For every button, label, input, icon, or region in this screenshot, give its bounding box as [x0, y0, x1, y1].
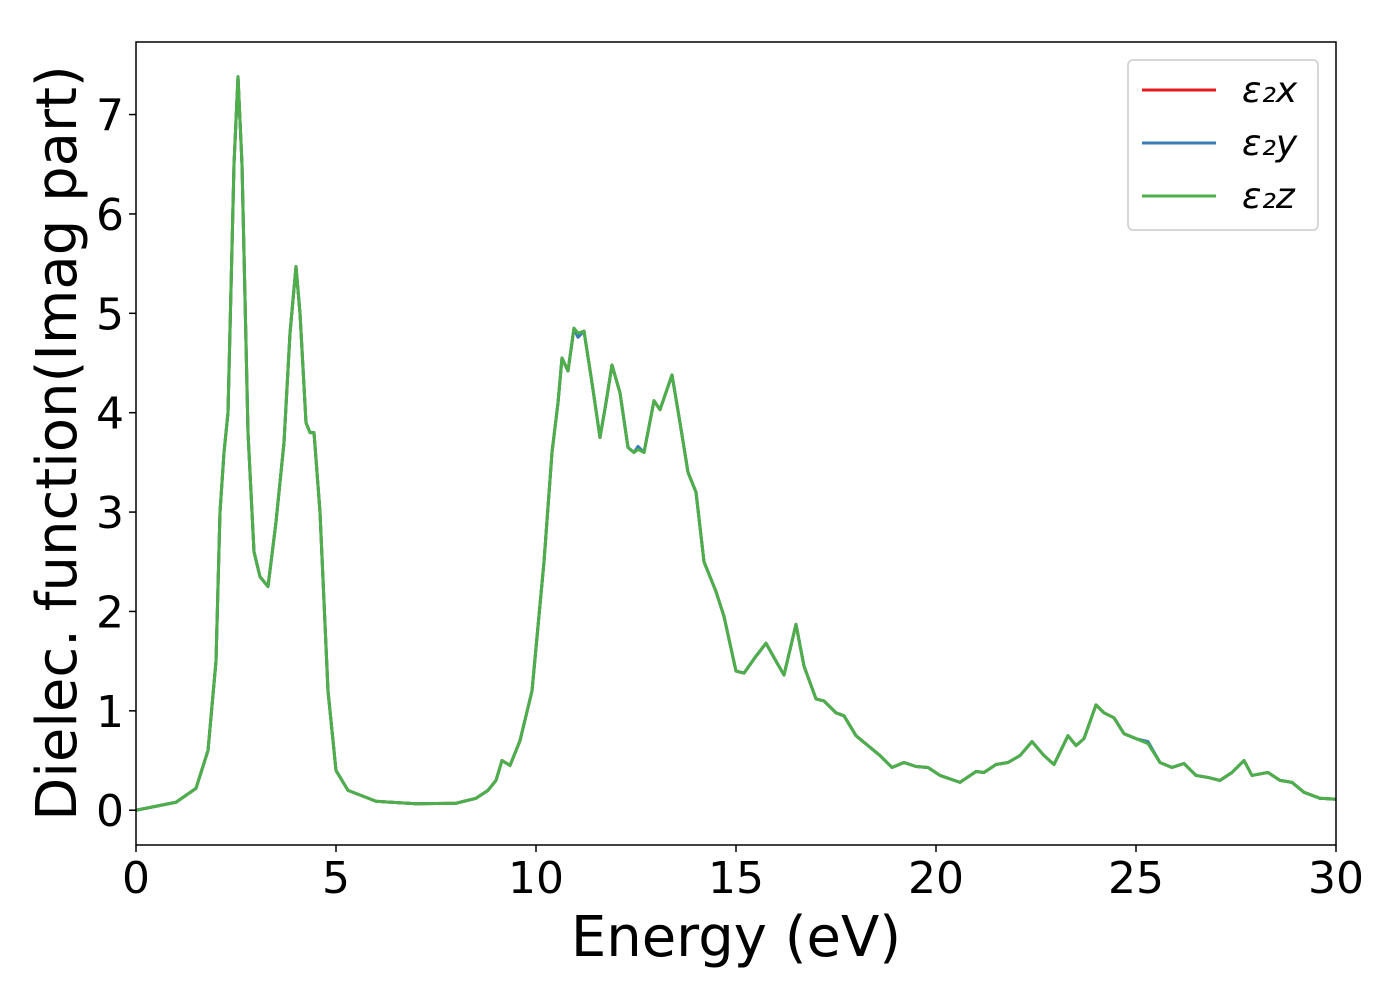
- x-tick-label: 20: [908, 853, 964, 904]
- series-line: [135, 75, 1337, 812]
- legend-label: ε₂x: [1242, 70, 1298, 111]
- x-tick-label: 30: [1308, 853, 1364, 904]
- x-tick-label: 10: [508, 853, 564, 904]
- y-tick-label: 7: [96, 91, 124, 142]
- y-tick-label: 6: [96, 190, 124, 241]
- y-axis-label: Dielec. function(Imag part): [25, 65, 90, 821]
- x-tick-label: 15: [708, 853, 764, 904]
- x-tick-label: 0: [122, 853, 150, 904]
- legend-box: [1127, 59, 1319, 231]
- x-tick-label: 5: [322, 853, 350, 904]
- x-axis-label: Energy (eV): [571, 905, 901, 970]
- y-tick-label: 4: [96, 389, 124, 440]
- plot-frame: [135, 41, 1337, 846]
- y-tick-label: 2: [96, 587, 124, 638]
- y-tick-label: 1: [96, 687, 124, 738]
- x-tick-label: 25: [1108, 853, 1164, 904]
- y-tick-label: 3: [96, 488, 124, 539]
- y-tick-label: 5: [96, 289, 124, 340]
- legend-label: ε₂y: [1242, 123, 1298, 164]
- y-tick-label: 0: [96, 786, 124, 837]
- legend-label: ε₂z: [1242, 176, 1296, 217]
